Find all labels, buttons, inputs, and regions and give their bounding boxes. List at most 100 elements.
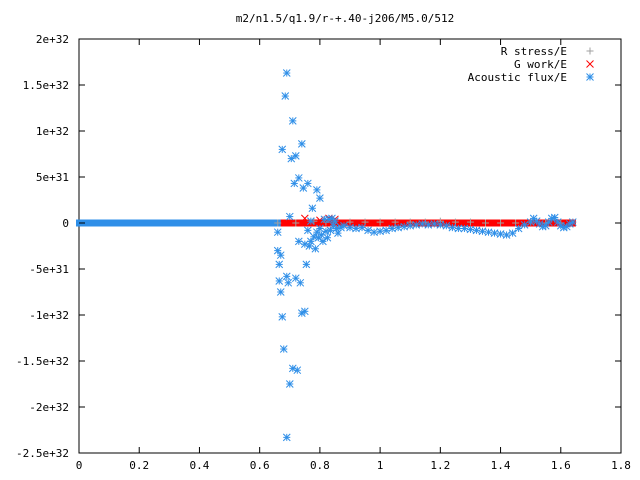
y-tick-label: -1.5e+32 bbox=[16, 355, 69, 368]
y-tick-label: -2.5e+32 bbox=[16, 447, 69, 460]
data-point bbox=[308, 204, 317, 213]
data-point bbox=[291, 151, 300, 160]
data-point bbox=[275, 260, 284, 269]
series-layer bbox=[273, 69, 577, 442]
data-point bbox=[568, 218, 577, 226]
legend-marker bbox=[586, 47, 594, 55]
data-point bbox=[303, 226, 312, 235]
data-point bbox=[520, 220, 529, 229]
data-point bbox=[319, 237, 327, 246]
data-point bbox=[294, 237, 303, 246]
y-tick-label: 1e+32 bbox=[36, 125, 69, 138]
data-point bbox=[288, 117, 297, 125]
data-point bbox=[550, 213, 559, 222]
data-point bbox=[316, 224, 324, 233]
data-point bbox=[303, 179, 312, 188]
data-point bbox=[376, 218, 384, 226]
data-point bbox=[273, 228, 282, 237]
data-point bbox=[274, 219, 282, 227]
data-point bbox=[454, 224, 463, 233]
legend-label: G work/E bbox=[514, 58, 567, 71]
legend-label: Acoustic flux/E bbox=[468, 71, 567, 84]
y-tick-label: 2e+32 bbox=[36, 33, 69, 46]
y-tick-label: -5e+31 bbox=[29, 263, 69, 276]
data-point bbox=[291, 274, 300, 283]
x-tick-label: 0 bbox=[76, 459, 83, 472]
data-point bbox=[331, 217, 339, 226]
data-point bbox=[285, 212, 294, 221]
data-point bbox=[497, 219, 505, 227]
data-point bbox=[382, 226, 390, 235]
data-point bbox=[340, 221, 348, 230]
data-point bbox=[358, 223, 366, 232]
data-point bbox=[293, 366, 302, 375]
data-point bbox=[442, 221, 451, 230]
data-point bbox=[466, 218, 474, 226]
data-point bbox=[514, 224, 523, 233]
y-tick-label: -1e+32 bbox=[29, 309, 69, 322]
legend-marker bbox=[586, 73, 594, 81]
data-point bbox=[418, 220, 427, 228]
x-axis: 0 0.2 0.4 0.6 0.8 1 1.2 1.4 1.6 1.8 bbox=[76, 39, 631, 472]
data-point bbox=[282, 272, 291, 281]
data-point bbox=[400, 222, 409, 231]
data-point bbox=[276, 251, 285, 260]
data-point bbox=[364, 226, 372, 235]
x-tick-label: 1.4 bbox=[491, 459, 511, 472]
data-point bbox=[297, 140, 306, 148]
data-point bbox=[305, 242, 314, 250]
data-point bbox=[326, 226, 335, 235]
data-point bbox=[482, 219, 489, 227]
x-tick-label: 1 bbox=[377, 459, 384, 472]
data-point bbox=[278, 145, 287, 154]
y-axis: 2e+32 1.5e+32 1e+32 5e+31 0 -5e+31 -1e+32 -1.5e… bbox=[16, 33, 621, 460]
data-point bbox=[332, 224, 341, 233]
data-point bbox=[334, 229, 342, 237]
data-point bbox=[290, 179, 299, 188]
data-point bbox=[313, 186, 321, 194]
data-point bbox=[275, 277, 284, 285]
data-point bbox=[284, 278, 293, 287]
data-point bbox=[278, 312, 287, 321]
y-tick-label: -2e+32 bbox=[29, 401, 69, 414]
y-tick-label: 0 bbox=[62, 217, 69, 230]
x-tick-label: 0.8 bbox=[310, 459, 330, 472]
data-point bbox=[316, 194, 324, 203]
series-acoustic-flux bbox=[273, 69, 577, 442]
data-point bbox=[294, 174, 303, 182]
x-tick-label: 0.4 bbox=[190, 459, 210, 472]
legend-label: R stress/E bbox=[501, 45, 567, 58]
data-point bbox=[276, 288, 285, 296]
x-tick-label: 0.2 bbox=[129, 459, 149, 472]
data-point bbox=[316, 216, 324, 225]
data-point bbox=[279, 345, 288, 353]
data-point bbox=[310, 232, 318, 241]
data-point bbox=[282, 433, 291, 442]
data-point bbox=[300, 307, 309, 316]
data-point bbox=[311, 244, 320, 253]
data-point bbox=[323, 233, 332, 242]
data-point bbox=[285, 380, 294, 388]
data-point bbox=[302, 260, 311, 269]
data-point bbox=[508, 229, 517, 237]
data-point bbox=[300, 214, 309, 223]
data-point bbox=[346, 223, 354, 232]
data-point bbox=[322, 227, 330, 236]
data-point bbox=[307, 217, 315, 226]
chart-title: m2/n1.5/q1.9/r-+.40-j206/M5.0/512 bbox=[236, 12, 455, 25]
plot-frame bbox=[78, 38, 622, 454]
x-tick-label: 0.6 bbox=[250, 459, 270, 472]
data-point bbox=[292, 219, 300, 227]
data-point bbox=[317, 231, 326, 239]
data-point bbox=[281, 92, 290, 100]
x-tick-label: 1.2 bbox=[430, 459, 450, 472]
legend-marker bbox=[586, 60, 594, 68]
x-tick-label: 1.6 bbox=[551, 459, 571, 472]
dense-band-acoustic bbox=[76, 219, 281, 227]
y-tick-label: 5e+31 bbox=[36, 171, 69, 184]
data-point bbox=[282, 69, 291, 77]
data-point bbox=[502, 231, 511, 239]
data-point bbox=[273, 246, 282, 255]
